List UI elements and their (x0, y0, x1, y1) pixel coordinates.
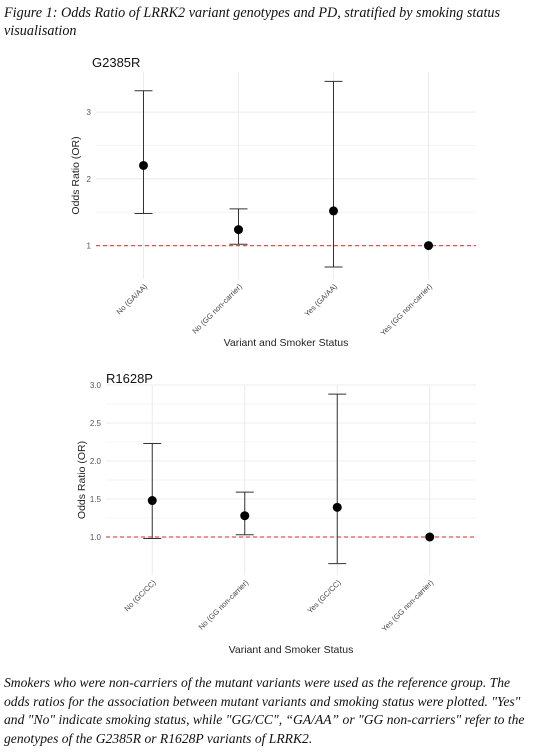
x-tick-label: Yes (GG non-carrier) (380, 578, 436, 634)
y-tick-label: 1.5 (90, 495, 102, 504)
data-point (240, 511, 250, 521)
x-tick-label: No (GA/AA) (115, 282, 150, 317)
data-point (234, 225, 243, 235)
y-tick-label: 2 (87, 175, 92, 184)
x-tick-label: No (GG non-carrier) (190, 282, 244, 336)
data-point (425, 532, 435, 542)
data-point (147, 496, 157, 506)
x-axis-label: Variant and Smoker Status (224, 337, 349, 349)
y-tick-label: 1 (87, 242, 92, 251)
x-tick-label: Yes (GG non-carrier) (379, 282, 435, 338)
x-axis-label: Variant and Smoker Status (229, 644, 354, 656)
y-tick-label: 2.0 (90, 457, 102, 466)
g2385r-chart: G2385R 1 2 3 No (GA/AA) No (GG non-carrier) Ye… (70, 55, 476, 349)
data-point (139, 160, 148, 170)
y-axis-label: Odds Ratio (OR) (70, 136, 82, 214)
data-point (329, 206, 338, 216)
chart-title: R1628P (106, 371, 153, 386)
y-tick-label: 3.0 (90, 381, 102, 390)
figure-note: Smokers who were non-carriers of the mut… (4, 675, 525, 746)
x-tick-label: Yes (GA/AA) (303, 282, 340, 319)
y-axis-label: Odds Ratio (OR) (76, 441, 88, 519)
chart-title: G2385R (92, 55, 140, 70)
x-tick-label: Yes (GC/CC) (306, 578, 343, 615)
figure-caption: Figure 1: Odds Ratio of LRRK2 variant ge… (4, 5, 501, 39)
x-tick-label: No (GG non-carrier) (197, 578, 251, 632)
data-point (424, 241, 433, 251)
r1628p-chart: R1628P 1.0 1.5 2.0 2.5 3.0 No (GC/CC) No (GG no… (76, 371, 476, 656)
data-point (332, 502, 342, 512)
y-tick-label: 1.0 (90, 533, 102, 542)
x-tick-label: No (GC/CC) (122, 578, 158, 614)
y-tick-label: 2.5 (90, 419, 102, 428)
y-tick-label: 3 (87, 108, 92, 117)
